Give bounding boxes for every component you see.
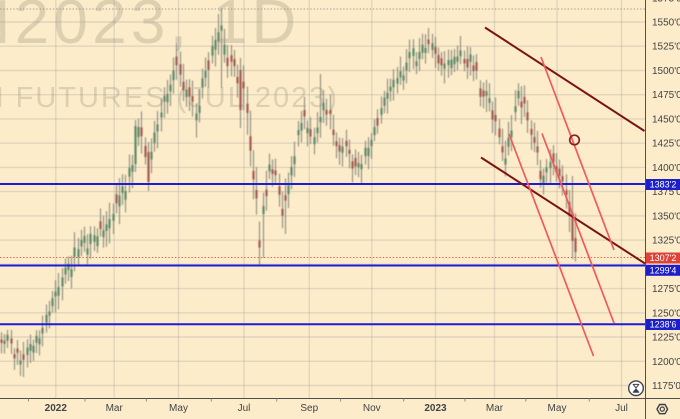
svg-text:1175'0: 1175'0 xyxy=(652,381,680,392)
svg-text:1250'0: 1250'0 xyxy=(652,308,680,319)
svg-text:1307'2: 1307'2 xyxy=(650,253,677,263)
svg-text:Jul: Jul xyxy=(238,403,251,414)
svg-text:1425'0: 1425'0 xyxy=(652,139,680,150)
svg-text:1200'0: 1200'0 xyxy=(652,357,680,368)
svg-text:1350'0: 1350'0 xyxy=(652,211,680,222)
svg-text:1299'4: 1299'4 xyxy=(650,266,677,276)
svg-text:Jul: Jul xyxy=(615,403,628,414)
svg-text:1383'2: 1383'2 xyxy=(650,180,677,190)
svg-text:1238'6: 1238'6 xyxy=(650,320,677,330)
svg-text:1325'0: 1325'0 xyxy=(652,236,680,247)
svg-text:Nov: Nov xyxy=(363,403,381,414)
svg-text:1550'0: 1550'0 xyxy=(652,18,680,29)
svg-text:Sep: Sep xyxy=(300,403,318,414)
svg-text:1525'0: 1525'0 xyxy=(652,42,680,53)
svg-text:1275'0: 1275'0 xyxy=(652,284,680,295)
svg-text:2023: 2023 xyxy=(424,403,447,414)
svg-text:1575'0: 1575'0 xyxy=(652,0,680,5)
svg-text:Mar: Mar xyxy=(106,403,124,414)
svg-text:1375'0: 1375'0 xyxy=(652,187,680,198)
svg-text:1475'0: 1475'0 xyxy=(652,90,680,101)
svg-text:1225'0: 1225'0 xyxy=(652,333,680,344)
svg-text:May: May xyxy=(169,403,188,414)
svg-text:2022: 2022 xyxy=(45,403,68,414)
svg-text:Mar: Mar xyxy=(486,403,504,414)
svg-text:1400'0: 1400'0 xyxy=(652,163,680,174)
svg-text:1500'0: 1500'0 xyxy=(652,66,680,77)
svg-text:May: May xyxy=(548,403,567,414)
svg-text:1450'0: 1450'0 xyxy=(652,114,680,125)
